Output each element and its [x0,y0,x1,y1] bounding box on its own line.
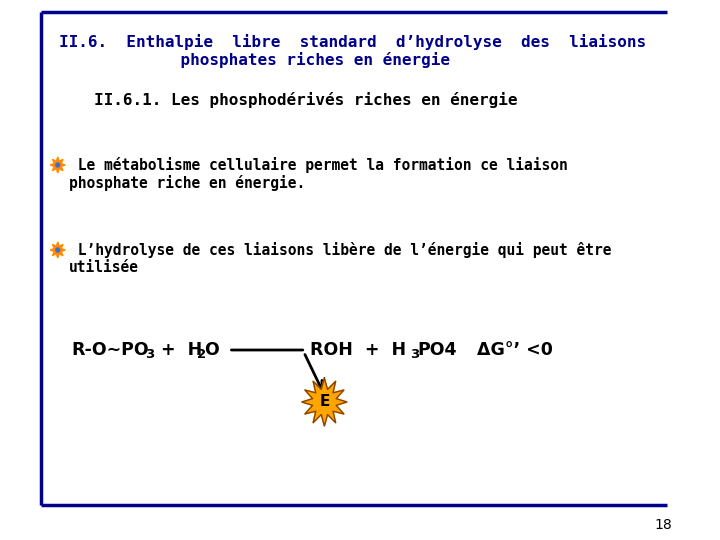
Text: 3: 3 [145,348,154,361]
Text: II.6.1. Les phosphodérivés riches en énergie: II.6.1. Les phosphodérivés riches en éne… [94,92,518,108]
Text: +  H: + H [156,341,202,359]
Text: ΔG°’ <0: ΔG°’ <0 [453,341,553,359]
Text: Le métabolisme cellulaire permet la formation ce liaison: Le métabolisme cellulaire permet la form… [69,157,568,173]
Text: E: E [319,395,330,409]
Text: PO4: PO4 [418,341,456,359]
Polygon shape [50,157,66,173]
Text: phosphates riches en énergie: phosphates riches en énergie [143,52,450,68]
Text: utilisée: utilisée [69,260,139,275]
Text: phosphate riche en énergie.: phosphate riche en énergie. [69,175,305,191]
Polygon shape [302,378,347,426]
Polygon shape [50,242,66,258]
Text: O: O [204,341,219,359]
Circle shape [56,248,60,252]
Text: II.6.  Enthalpie  libre  standard  d’hydrolyse  des  liaisons: II.6. Enthalpie libre standard d’hydroly… [59,34,646,50]
Text: ROH  +  H: ROH + H [310,341,406,359]
Text: 2: 2 [197,348,206,361]
Circle shape [56,163,60,167]
Text: L’hydrolyse de ces liaisons libère de l’énergie qui peut être: L’hydrolyse de ces liaisons libère de l’… [69,242,611,258]
Text: 3: 3 [410,348,419,361]
Text: R-O∼PO: R-O∼PO [71,341,148,359]
Text: 18: 18 [654,518,672,532]
